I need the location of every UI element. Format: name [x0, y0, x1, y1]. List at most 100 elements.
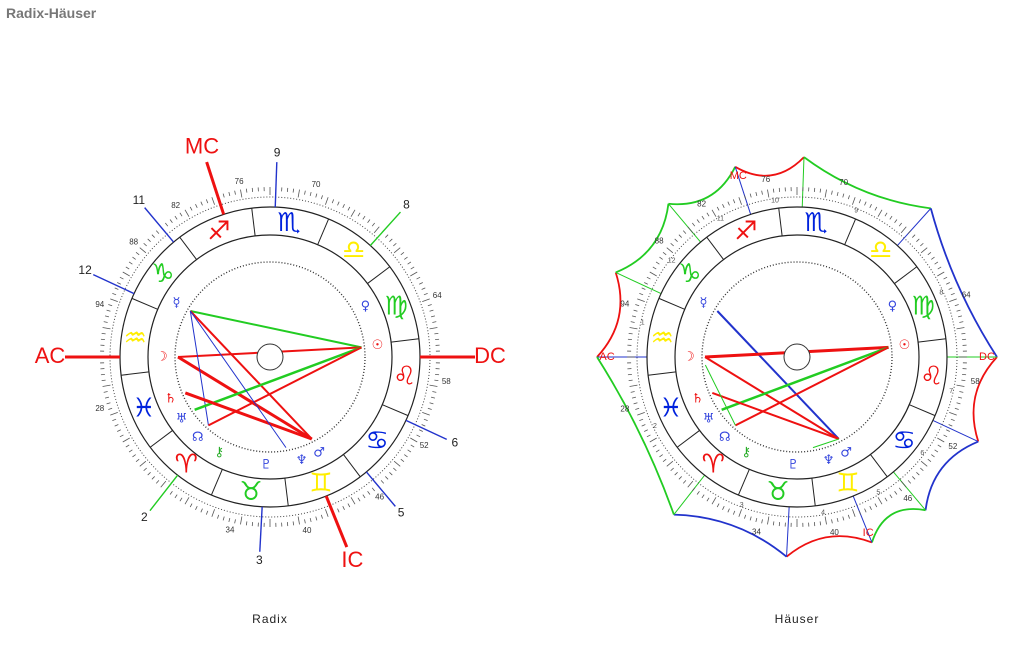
sign-divider [210, 469, 223, 496]
planet-glyph: ☿ [172, 296, 180, 311]
degree-tick [101, 379, 106, 382]
degree-tick [234, 519, 236, 524]
house-cusp [615, 272, 662, 295]
degree-tick [151, 234, 155, 238]
sign-glyph: ♎ [342, 235, 365, 265]
degree-tick [749, 516, 752, 521]
degree-tick [114, 287, 119, 290]
planet-glyph: ♇ [787, 457, 799, 472]
degree-tick [211, 197, 215, 205]
degree-label: 64 [433, 291, 442, 300]
house-cusp [801, 157, 805, 208]
degree-tick [362, 494, 366, 499]
sign-glyph: ♐ [207, 216, 230, 246]
degree-tick [404, 454, 408, 458]
degree-tick [147, 238, 151, 242]
degree-tick [342, 204, 345, 208]
degree-tick [631, 315, 637, 318]
degree-tick [937, 444, 942, 448]
degree-tick [422, 298, 430, 302]
degree-tick [655, 261, 660, 265]
degree-tick [907, 480, 912, 484]
degree-tick [652, 266, 657, 270]
degree-tick [169, 491, 173, 495]
degree-tick [644, 282, 648, 285]
degree-tick [900, 480, 907, 488]
sign-glyph: ♓ [132, 393, 155, 423]
degree-tick [894, 219, 898, 223]
degree-tick [635, 407, 640, 410]
sign-divider [367, 266, 391, 284]
degree-tick [877, 209, 883, 217]
degree-tick [404, 256, 408, 260]
degree-tick [711, 209, 717, 217]
degree-tick [184, 497, 190, 505]
house-number: 9 [274, 145, 281, 159]
planet-glyph: ♀ [888, 299, 898, 314]
degree-tick [864, 201, 867, 206]
degree-tick [662, 252, 667, 256]
degree-tick [337, 201, 340, 206]
degree-tick [633, 402, 638, 405]
page-title: Radix-Häuser [6, 5, 97, 21]
degree-tick [128, 449, 133, 453]
degree-tick [727, 201, 730, 206]
degree-label: 28 [95, 404, 104, 413]
degree-tick [342, 506, 345, 510]
degree-tick [934, 449, 939, 453]
degree-tick [649, 271, 657, 277]
degree-tick [228, 517, 231, 523]
degree-tick [421, 287, 426, 290]
degree-label: 58 [442, 377, 451, 386]
degree-label: 52 [948, 442, 957, 451]
sign-glyph: ♑ [151, 259, 174, 289]
sign-glyph: ♉ [239, 477, 262, 507]
degree-tick [662, 458, 667, 462]
angle-axis [324, 495, 349, 548]
sign-divider [870, 454, 888, 478]
degree-tick [423, 292, 428, 296]
degree-tick [824, 516, 827, 525]
sign-divider [811, 478, 816, 506]
sign-divider [251, 208, 256, 236]
degree-tick [400, 458, 405, 462]
degree-tick [421, 424, 426, 427]
angle-label: MC [730, 170, 747, 182]
degree-tick [423, 418, 428, 422]
degree-tick [103, 391, 108, 393]
sign-glyph: ♎ [869, 235, 892, 265]
sign-glyph: ♋ [893, 426, 916, 456]
angle-label: DC [979, 351, 995, 363]
sign-divider [706, 236, 724, 260]
degree-label: 70 [839, 178, 848, 187]
degree-tick [429, 309, 434, 312]
planet-glyph: ☊ [192, 430, 204, 445]
house-cusp [673, 474, 706, 515]
planet-glyph: ♂ [313, 446, 325, 461]
sign-glyph: ♉ [766, 477, 789, 507]
degree-tick [179, 212, 183, 217]
house-outline [871, 508, 926, 543]
degree-tick [907, 230, 912, 234]
house-outline [734, 156, 805, 177]
aspect-line [721, 346, 889, 411]
degree-tick [961, 379, 966, 382]
degree-tick [410, 444, 415, 448]
house-number: 7 [949, 388, 953, 395]
degree-tick [371, 222, 375, 227]
planet-glyph: ♅ [703, 411, 715, 426]
degree-tick [946, 282, 950, 285]
degree-tick [692, 222, 696, 227]
center-circle [783, 343, 811, 371]
degree-tick [772, 521, 775, 526]
house-outline [668, 166, 737, 206]
degree-tick [637, 298, 645, 302]
degree-tick [946, 429, 950, 432]
house-cusp [932, 419, 979, 442]
degree-tick [114, 424, 119, 427]
degree-tick [824, 189, 827, 198]
degree-tick [108, 304, 113, 307]
degree-tick [102, 384, 111, 387]
degree-tick [639, 292, 644, 296]
